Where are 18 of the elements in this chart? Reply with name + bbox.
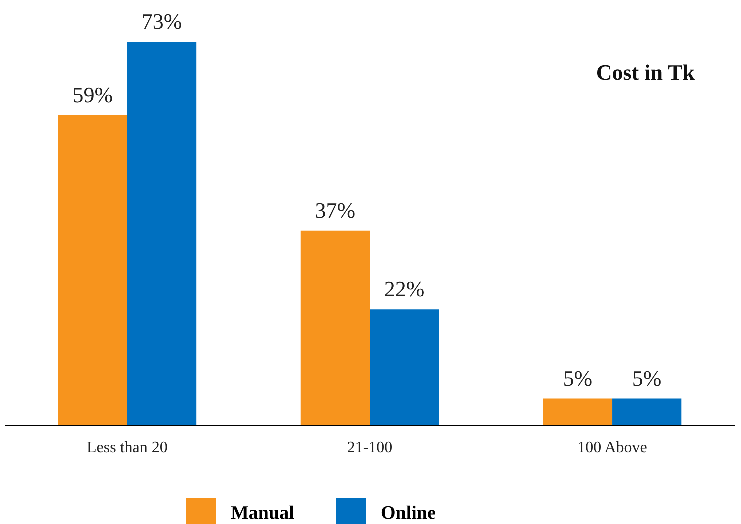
bar (612, 398, 682, 425)
data-label: 73% (142, 9, 182, 34)
bar (127, 42, 197, 425)
bar (370, 310, 440, 425)
text: Cost in Tk (596, 60, 696, 85)
legend-label: Manual (231, 503, 294, 524)
bar (58, 116, 128, 425)
bar (300, 230, 370, 425)
data-label: 59% (72, 82, 114, 108)
data-label: 5% (632, 366, 662, 391)
x-tick-label: 21-100 (347, 440, 393, 456)
x-tick-label: 100 Above (578, 440, 648, 456)
data-label: 5% (563, 366, 593, 391)
data-label: 37% (315, 198, 356, 223)
x-tick-label: Less than 20 (87, 440, 168, 456)
bar (543, 398, 613, 425)
legend-label: Online (381, 503, 436, 524)
data-label: 22% (384, 276, 425, 302)
